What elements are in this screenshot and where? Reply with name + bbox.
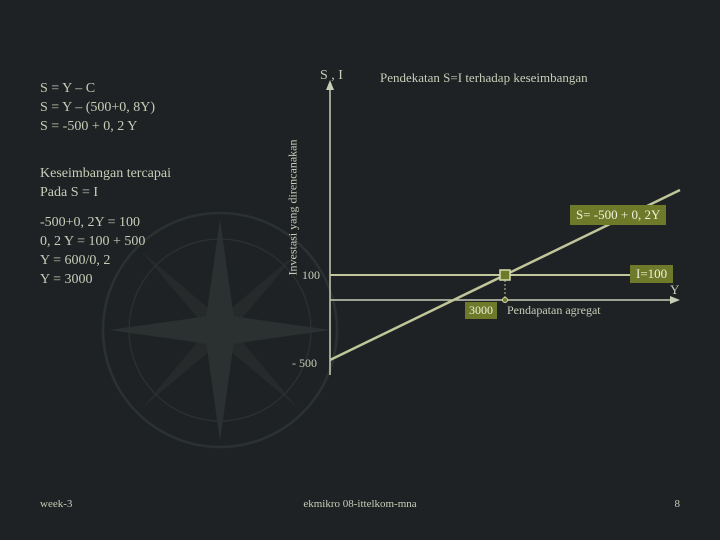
- solution-block: -500+0, 2Y = 100 0, 2 Y = 100 + 500 Y = …: [40, 214, 240, 290]
- equilibrium-note: Keseimbangan tercapai Pada S = I: [40, 165, 240, 203]
- y-axis-arrow: [326, 80, 334, 90]
- x-axis-marker: [503, 298, 508, 303]
- tick-100: 100: [302, 268, 320, 283]
- i-line-label: I=100: [630, 265, 673, 283]
- chart: S , I Pendekatan S=I terhadap keseimbang…: [280, 70, 700, 390]
- tick-neg500: - 500: [292, 356, 317, 371]
- footer-week: week-3: [40, 498, 72, 510]
- eq-line: S = -500 + 0, 2 Y: [40, 118, 240, 137]
- sol-line: Y = 600/0, 2: [40, 252, 240, 271]
- eq-line: S = Y – (500+0, 8Y): [40, 99, 240, 118]
- footer-page: 8: [675, 498, 681, 510]
- left-text-column: S = Y – C S = Y – (500+0, 8Y) S = -500 +…: [40, 80, 240, 290]
- x-3000-label: 3000: [465, 302, 497, 319]
- x-axis-title: Pendapatan agregat: [507, 303, 601, 318]
- s-line-label: S= -500 + 0, 2Y: [570, 205, 666, 225]
- footer-source: ekmikro 08-ittelkom-mna: [303, 498, 416, 510]
- equations-block: S = Y – C S = Y – (500+0, 8Y) S = -500 +…: [40, 80, 240, 137]
- sol-line: -500+0, 2Y = 100: [40, 214, 240, 233]
- sol-line: Y = 3000: [40, 271, 240, 290]
- note-line: Pada S = I: [40, 184, 240, 203]
- eq-line: S = Y – C: [40, 80, 240, 99]
- note-line: Keseimbangan tercapai: [40, 165, 240, 184]
- chart-svg: [280, 70, 700, 390]
- x-axis-letter: Y: [670, 282, 679, 298]
- sol-line: 0, 2 Y = 100 + 500: [40, 233, 240, 252]
- equilibrium-marker: [500, 270, 510, 280]
